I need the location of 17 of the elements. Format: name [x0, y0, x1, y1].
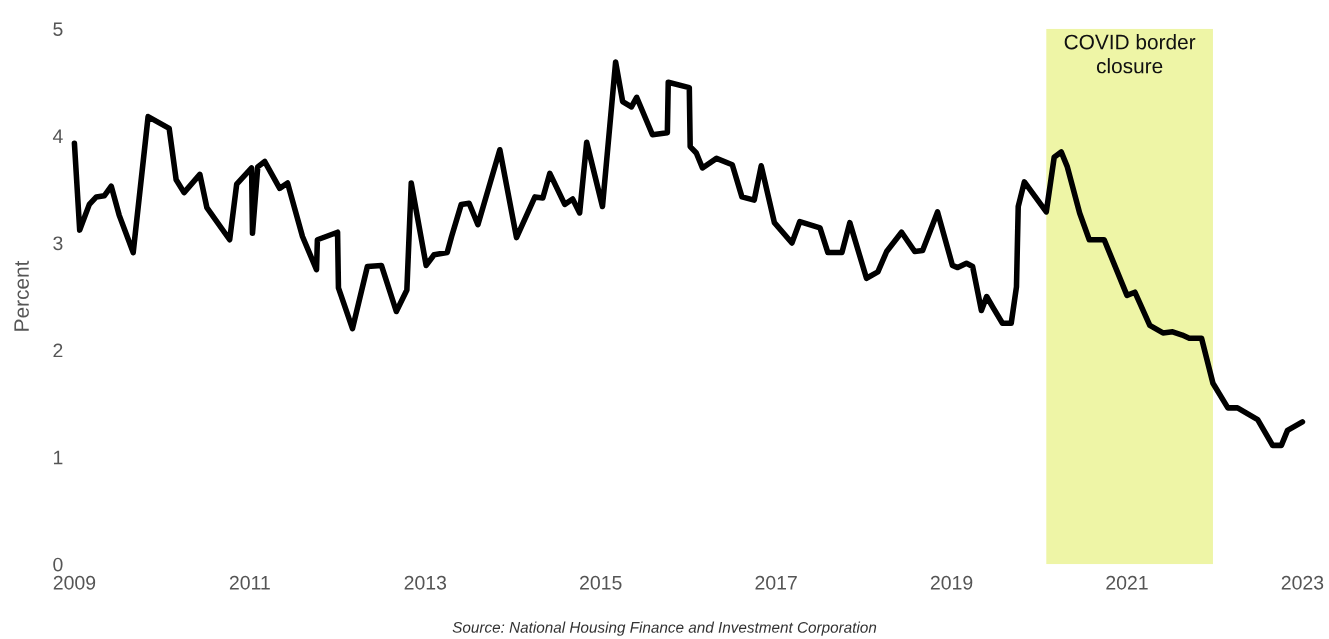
band-label: COVID border closure: [1064, 34, 1196, 74]
x-tick-label: 2019: [930, 575, 973, 590]
y-tick-label: 0: [53, 557, 63, 572]
x-tick-label: 2011: [229, 575, 270, 590]
x-tick-label: 2021: [1106, 575, 1148, 590]
x-tick-label: 2013: [404, 575, 447, 590]
y-tick-label: 4: [52, 129, 63, 143]
x-tick-label: 2015: [580, 575, 622, 590]
x-tick-label: 2017: [755, 575, 797, 590]
x-tick-label: 2023: [1281, 575, 1324, 590]
y-axis-title: Percent: [14, 260, 29, 331]
y-tick-label: 3: [53, 236, 63, 251]
y-tick-label: 5: [53, 22, 63, 36]
source-note: Source: National Housing Finance and Investment Corporation: [452, 621, 877, 636]
y-tick-label: 2: [53, 343, 63, 358]
x-tick-label: 2009: [53, 575, 96, 590]
y-tick-label: 1: [53, 450, 63, 465]
